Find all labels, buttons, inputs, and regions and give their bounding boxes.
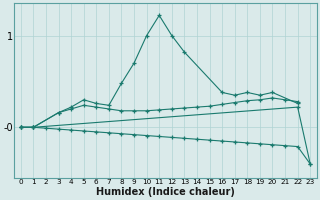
X-axis label: Humidex (Indice chaleur): Humidex (Indice chaleur) (96, 187, 235, 197)
